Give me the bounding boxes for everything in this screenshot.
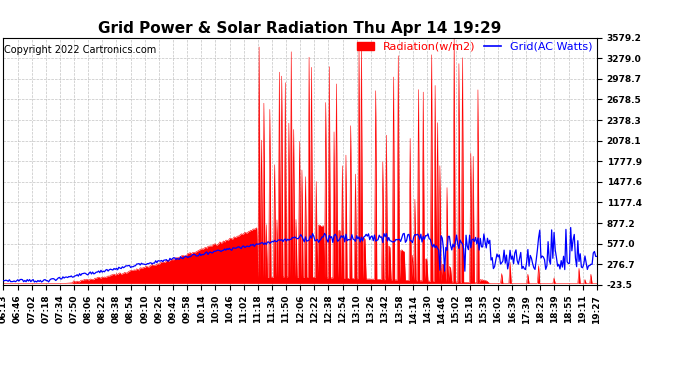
Legend: Radiation(w/m2), Grid(AC Watts): Radiation(w/m2), Grid(AC Watts) (353, 38, 597, 56)
Title: Grid Power & Solar Radiation Thu Apr 14 19:29: Grid Power & Solar Radiation Thu Apr 14 … (99, 21, 502, 36)
Text: Copyright 2022 Cartronics.com: Copyright 2022 Cartronics.com (4, 45, 157, 55)
